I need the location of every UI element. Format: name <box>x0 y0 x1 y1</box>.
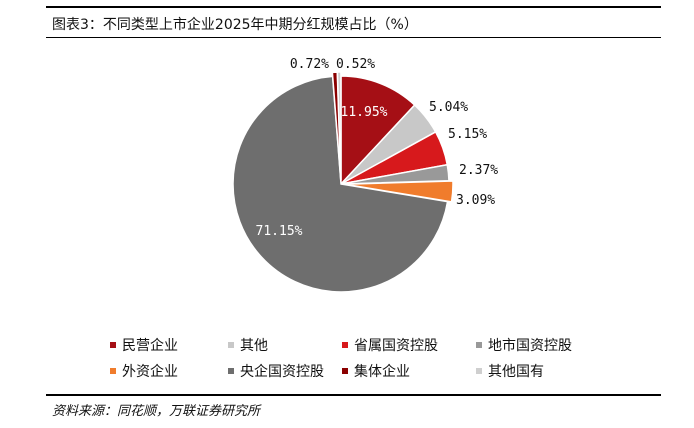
slice-label-3: 2.37% <box>459 163 498 178</box>
title-bar: 图表3：不同类型上市企业2025年中期分红规模占比（%） <box>46 6 661 36</box>
slice-label-5: 71.15% <box>256 224 303 239</box>
legend-label: 其他 <box>240 338 268 354</box>
slice-label-0: 11.95% <box>341 105 388 120</box>
source-note: 资料来源：同花顺，万联证券研究所 <box>52 404 261 419</box>
legend-swatch <box>342 368 348 374</box>
slice-label-7: 0.52% <box>336 57 375 72</box>
pie-slice-4 <box>344 180 454 203</box>
pie-slice-5 <box>232 75 449 293</box>
legend-label: 民营企业 <box>122 338 178 354</box>
legend-swatch <box>110 368 116 374</box>
slice-label-4: 3.09% <box>456 193 495 208</box>
legend-item-3: 地市国资控股 <box>476 335 572 355</box>
title-bottom-rule <box>46 37 661 38</box>
footer-rule <box>46 394 661 396</box>
legend-label: 外资企业 <box>122 364 178 380</box>
legend-item-0: 民营企业 <box>110 335 178 355</box>
legend-item-2: 省属国资控股 <box>342 335 438 355</box>
legend-item-6: 集体企业 <box>342 361 410 381</box>
pie-slice-7 <box>336 71 342 181</box>
legend-item-1: 其他 <box>228 335 268 355</box>
legend-swatch <box>342 342 348 348</box>
legend-swatch <box>476 368 482 374</box>
slice-label-1: 5.04% <box>429 100 468 115</box>
title-top-rule <box>46 6 661 8</box>
legend-label: 地市国资控股 <box>488 338 572 354</box>
legend-label: 集体企业 <box>354 364 410 380</box>
figure-title: 图表3：不同类型上市企业2025年中期分红规模占比（%） <box>52 17 418 33</box>
legend-item-4: 外资企业 <box>110 361 178 381</box>
pie-chart: 11.95% 5.04% 5.15% 2.37% 3.09% 71.15% 0.72% 0.5… <box>232 57 498 293</box>
legend-item-7: 其他国有 <box>476 361 544 381</box>
legend-label: 其他国有 <box>488 364 544 380</box>
legend-item-5: 央企国资控股 <box>228 361 324 381</box>
legend-label: 省属国资控股 <box>354 338 438 354</box>
legend-swatch <box>228 342 234 348</box>
slice-label-2: 5.15% <box>448 127 487 142</box>
legend-swatch <box>476 342 482 348</box>
slice-label-6: 0.72% <box>290 57 329 72</box>
legend-swatch <box>110 342 116 348</box>
legend-swatch <box>228 368 234 374</box>
legend-label: 央企国资控股 <box>240 364 324 380</box>
pie-slice-0 <box>340 75 416 186</box>
pie-chart-area: 11.95% 5.04% 5.15% 2.37% 3.09% 71.15% 0.72% 0.5… <box>46 38 661 394</box>
